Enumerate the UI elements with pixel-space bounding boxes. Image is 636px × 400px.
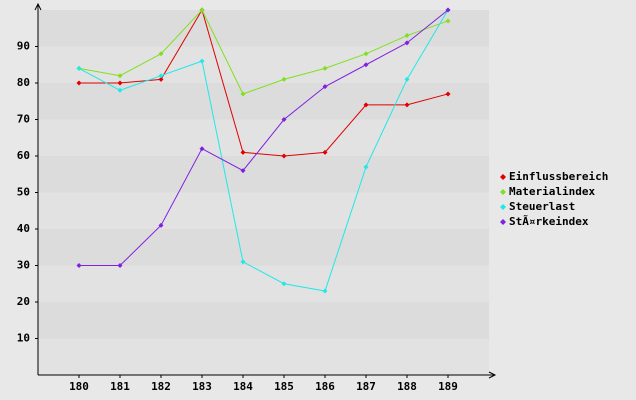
legend-label: Materialindex — [509, 185, 595, 198]
point — [199, 58, 205, 64]
y-tick-label: 10 — [17, 332, 30, 345]
band — [38, 46, 489, 83]
band — [38, 156, 489, 193]
band — [38, 119, 489, 156]
band — [38, 192, 489, 229]
legend-label: Einflussbereich — [509, 170, 608, 183]
point — [158, 73, 164, 79]
point — [445, 18, 451, 24]
point — [322, 65, 328, 71]
point — [199, 7, 205, 13]
series-line — [78, 9, 449, 292]
band — [38, 229, 489, 266]
y-axis-arrow — [34, 2, 42, 11]
x-tick-label: 188 — [397, 380, 417, 393]
band — [38, 10, 489, 47]
point — [117, 80, 123, 86]
point — [158, 222, 164, 228]
x-tick-label: 181 — [110, 380, 130, 393]
point — [199, 146, 205, 152]
band — [38, 83, 489, 120]
legend-marker — [500, 174, 506, 180]
series-line — [78, 9, 449, 95]
point — [240, 91, 246, 97]
x-tick-label: 187 — [356, 380, 376, 393]
point — [363, 102, 369, 108]
y-tick-label: 40 — [17, 222, 30, 235]
x-tick-label: 189 — [438, 380, 458, 393]
x-axis-arrow — [488, 371, 497, 379]
point — [117, 73, 123, 79]
series-line — [79, 9, 449, 266]
y-tick-label: 50 — [17, 186, 30, 199]
point — [158, 76, 164, 82]
legend-label: Steuerlast — [509, 200, 575, 213]
point — [117, 263, 123, 268]
legend-label: StÃ¤rkeindex — [509, 215, 589, 228]
point — [445, 91, 451, 97]
y-tick-label: 70 — [17, 113, 30, 126]
x-tick-label: 183 — [192, 380, 212, 393]
x-tick-label: 180 — [69, 380, 89, 393]
point — [240, 149, 246, 155]
band — [38, 302, 489, 339]
legend-marker — [500, 219, 506, 225]
point — [363, 51, 369, 57]
x-tick-label: 186 — [315, 380, 335, 393]
point — [76, 65, 82, 71]
band — [38, 265, 489, 302]
point — [404, 33, 410, 39]
point — [158, 51, 164, 57]
point — [76, 80, 82, 86]
point — [322, 149, 328, 155]
legend-marker — [500, 204, 506, 210]
point — [281, 76, 287, 82]
x-tick-label: 185 — [274, 380, 294, 393]
point — [322, 288, 328, 294]
y-tick-label: 90 — [17, 40, 30, 53]
y-tick-label: 30 — [17, 259, 30, 272]
series-line — [79, 8, 449, 157]
point — [281, 281, 287, 287]
x-tick-label: 182 — [151, 380, 171, 393]
point — [445, 7, 451, 13]
x-tick-label: 184 — [233, 380, 253, 393]
point — [363, 164, 369, 170]
point — [322, 84, 328, 90]
band — [38, 338, 489, 375]
point — [76, 263, 82, 268]
point — [404, 40, 410, 46]
point — [404, 102, 410, 108]
legend-marker — [500, 189, 506, 195]
point — [240, 259, 246, 265]
point — [404, 76, 410, 82]
y-tick-label: 60 — [17, 149, 30, 162]
point — [281, 153, 287, 159]
y-tick-label: 20 — [17, 295, 30, 308]
y-tick-label: 80 — [17, 76, 30, 89]
point — [363, 62, 369, 68]
point — [117, 87, 123, 93]
point — [281, 117, 287, 122]
point — [240, 168, 246, 174]
